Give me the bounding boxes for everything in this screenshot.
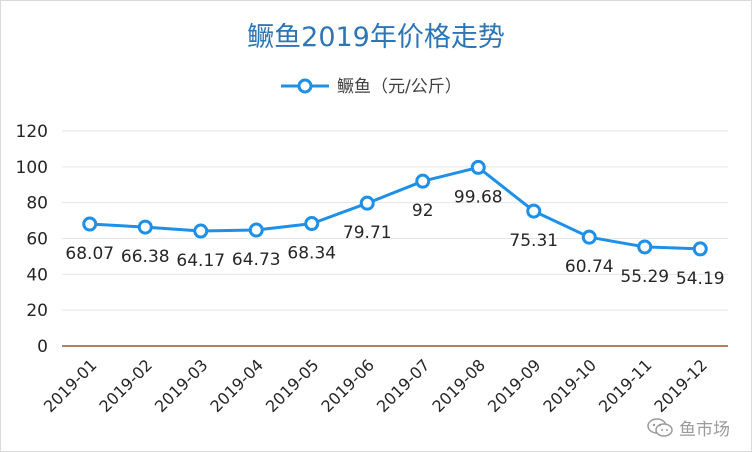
data-point[interactable]	[304, 216, 320, 232]
watermark-text: 鱼市场	[679, 420, 730, 440]
data-label: 55.29	[620, 267, 669, 287]
data-point[interactable]	[581, 229, 597, 245]
y-tick-label: 20	[26, 301, 48, 321]
data-point[interactable]	[248, 222, 264, 238]
axes	[61, 131, 728, 347]
data-label: 54.19	[676, 269, 725, 289]
data-point[interactable]	[415, 173, 431, 189]
x-tick-label: 2019-01	[40, 355, 101, 416]
y-tick-label: 120	[16, 122, 48, 142]
series-line	[88, 165, 702, 251]
y-tick-label: 100	[16, 158, 48, 178]
data-point[interactable]	[82, 216, 98, 232]
series-layer	[82, 159, 708, 257]
chart-title: 鳜鱼2019年价格走势	[247, 22, 505, 53]
data-labels: 68.07 66.38 64.17 64.73 68.34 79.71 92 99.68 75.…	[65, 187, 724, 289]
data-point[interactable]	[193, 223, 209, 239]
data-label: 60.74	[565, 257, 614, 277]
x-tick-label: 2019-06	[317, 355, 378, 416]
data-point[interactable]	[637, 239, 653, 255]
data-label: 92	[412, 201, 434, 221]
data-point[interactable]	[470, 159, 486, 175]
watermark: 鱼市场	[647, 415, 730, 440]
y-axis-ticks: 0 20 40 60 80 100 120	[16, 122, 48, 357]
data-label: 66.38	[121, 247, 170, 267]
data-point[interactable]	[359, 195, 375, 211]
x-tick-label: 2019-07	[373, 355, 434, 416]
data-point[interactable]	[692, 241, 708, 257]
x-axis-ticks: 2019-012019-022019-032019-042019-052019-…	[40, 355, 711, 416]
x-tick-label: 2019-12	[650, 355, 711, 416]
y-tick-label: 80	[26, 194, 48, 214]
x-tick-label: 2019-05	[262, 355, 323, 416]
legend-label: 鳜鱼（元/公斤）	[337, 77, 462, 97]
y-tick-label: 40	[26, 265, 48, 285]
data-label: 68.07	[65, 244, 114, 264]
x-tick-label: 2019-03	[151, 355, 212, 416]
legend[interactable]: 鳜鱼（元/公斤）	[281, 77, 462, 97]
data-label: 99.68	[454, 187, 503, 207]
x-tick-label: 2019-02	[95, 355, 156, 416]
data-label: 64.73	[232, 250, 281, 270]
data-label: 64.17	[176, 251, 225, 271]
x-tick-label: 2019-09	[484, 355, 545, 416]
x-tick-label: 2019-11	[595, 355, 656, 416]
y-tick-label: 60	[26, 230, 48, 250]
grid-lines	[62, 130, 728, 311]
wechat-chat-icon	[647, 417, 673, 437]
data-point[interactable]	[137, 219, 153, 235]
data-point[interactable]	[526, 203, 542, 219]
x-tick-label: 2019-08	[428, 355, 489, 416]
data-label: 68.34	[287, 244, 336, 264]
data-label: 79.71	[343, 223, 392, 243]
legend-circle-marker	[297, 78, 313, 94]
y-tick-label: 0	[37, 337, 48, 357]
x-tick-label: 2019-04	[206, 355, 267, 416]
data-label: 75.31	[509, 231, 558, 251]
x-tick-label: 2019-10	[539, 355, 600, 416]
